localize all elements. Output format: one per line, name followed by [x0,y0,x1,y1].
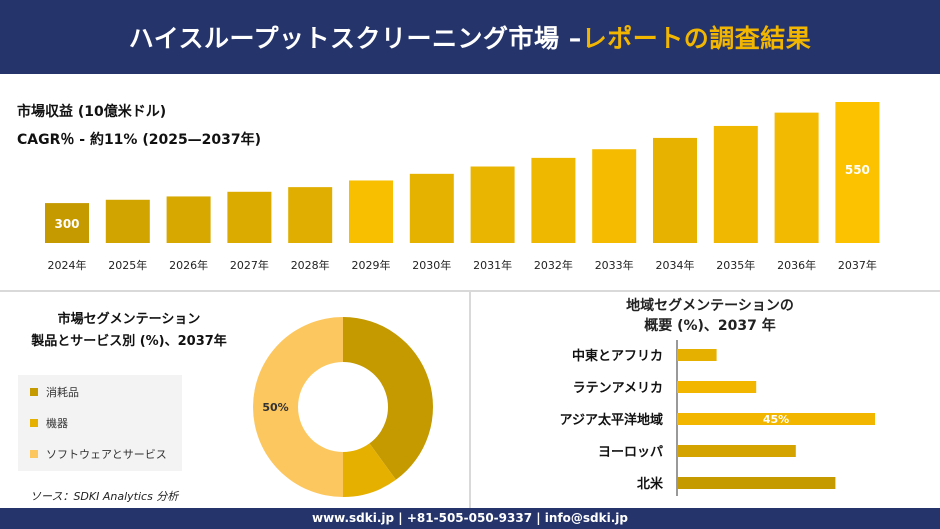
legend-item-software-services: ソフトウェアとサービス [30,446,167,462]
revenue-bar [774,112,819,243]
revenue-bar [531,157,576,243]
footer-contact: www.sdki.jp | +81-505-050-9337 | info@sd… [0,508,940,529]
cagr-label: CAGR％ - 約11% (2025—2037年) [17,132,262,148]
column-divider [469,292,471,508]
market-revenue-bar-chart: 2024年 2025年 2026年 2027年 2028年 2029年 2030年 2031年… [45,102,880,272]
year-tick-label: 2028年 [291,258,330,272]
year-tick-label: 2026年 [169,258,208,272]
segmentation-title-line2: 製品とサービス別 (%)、2037年 [31,334,227,349]
region-bar [677,349,717,361]
region-bar [677,413,875,425]
region-data-label: 45% [763,413,789,426]
revenue-bar [349,180,393,243]
revenue-bar [45,203,89,243]
donut-slice [343,443,396,497]
legend-swatch [30,450,38,458]
header-title: ハイスループットスクリーニング市場 –レポートの調査結果 [129,19,811,55]
legend-swatch [30,388,38,396]
revenue-bar [288,187,333,243]
regional-title-line1: 地域セグメンテーションの [626,298,794,314]
region-label: 北米 [637,476,664,492]
segmentation-title-line1: 市場セグメンテーション [57,312,201,327]
region-bar [677,445,796,457]
legend-label: ソフトウェアとサービス [46,448,167,461]
donut-slice [253,317,343,497]
legend-item-consumables: 消耗品 [30,384,79,400]
region-label: ラテンアメリカ [573,381,663,396]
header-title-main: ハイスループットスクリーニング市場 – [128,24,582,53]
region-bar [677,477,836,489]
year-tick-label: 2036年 [777,258,816,272]
region-label: 中東とアフリカ [572,348,663,364]
report-header: ハイスループットスクリーニング市場 –レポートの調査結果 [0,0,940,74]
legend-label: 機器 [46,417,68,430]
region-bar [677,381,757,393]
revenue-bar [592,149,637,243]
revenue-bar [470,166,515,243]
revenue-bar [105,199,150,243]
legend-swatch [30,419,38,427]
year-tick-label: 2035年 [716,258,755,272]
segment-legend: 消耗品 機器 ソフトウェアとサービス [18,375,182,471]
revenue-bar [166,196,211,243]
year-tick-label: 2033年 [595,258,634,272]
header-title-accent: レポートの調査結果 [581,24,812,53]
revenue-bar [409,173,454,243]
region-label: ヨーロッパ [598,445,663,460]
year-tick-label: 2024年 [48,258,87,272]
legend-label: 消耗品 [46,386,79,399]
source-note: ソース：SDKI Analytics 分析 [30,490,179,503]
year-tick-label: 2032年 [534,258,573,272]
year-tick-label: 2029年 [352,258,391,272]
regional-title-line2: 概要 (%)、2037 年 [644,318,776,334]
regional-title: 地域セグメンテーションの 概要 (%)、2037 年 [560,296,860,336]
donut-data-label: 50% [262,401,288,414]
donut-slice [343,317,433,480]
revenue-bar [713,125,758,243]
year-tick-label: 2034年 [656,258,695,272]
region-label: アジア太平洋地域 [560,412,663,428]
segmentation-title: 市場セグメンテーション 製品とサービス別 (%)、2037年 [14,309,244,353]
revenue-bar [227,191,272,243]
year-tick-label: 2031年 [473,258,512,272]
year-tick-label: 2030年 [412,258,451,272]
revenue-bar [653,137,697,243]
year-tick-label: 2037年 [838,258,877,272]
legend-item-instruments: 機器 [30,415,68,431]
bar-data-label: 300 [54,217,79,231]
section-divider [0,290,940,292]
revenue-bar [835,102,880,243]
year-tick-label: 2027年 [230,258,269,272]
year-tick-label: 2025年 [108,258,147,272]
bar-data-label: 550 [845,163,870,177]
revenue-label: 市場収益 (10億米ドル) [17,104,167,120]
segment-donut-chart: 50% [253,317,433,497]
